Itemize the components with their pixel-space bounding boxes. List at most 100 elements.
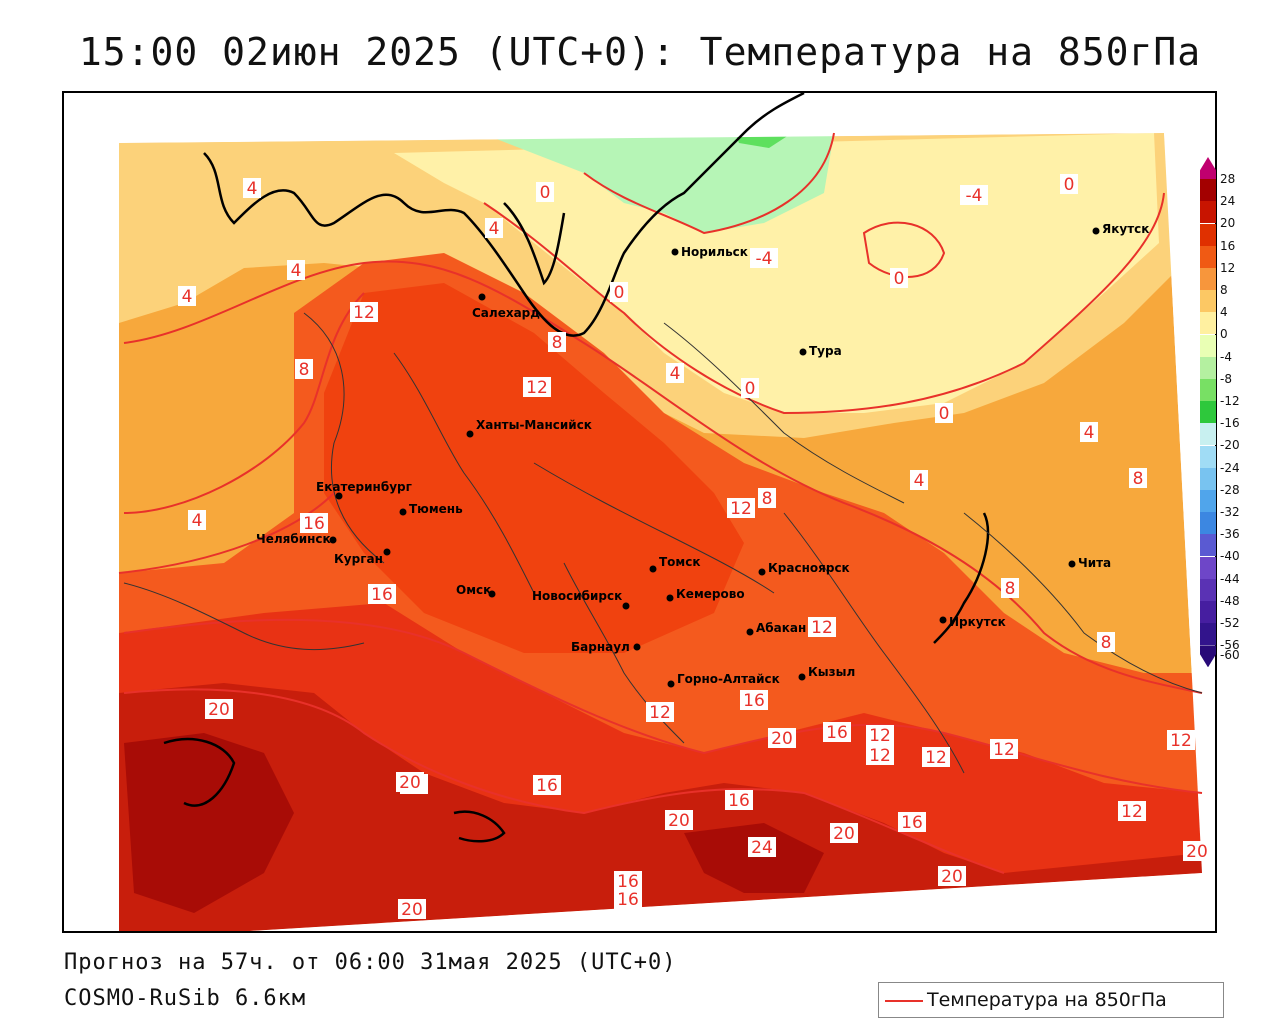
svg-text:8: 8 — [1101, 633, 1112, 653]
isotherm-label: 4 — [666, 363, 684, 384]
city-irkutsk: Иркутск — [939, 615, 1006, 629]
svg-text:8: 8 — [299, 360, 310, 380]
isotherm-label: 8 — [1001, 578, 1019, 599]
isotherm-label: 4 — [287, 260, 305, 281]
scale-label: 20 — [1220, 216, 1236, 231]
scale-swatch — [1200, 556, 1216, 579]
svg-text:8: 8 — [552, 333, 563, 353]
isotherm-label: 16 — [725, 790, 753, 811]
city-kemerovo: Кемерово — [666, 587, 745, 602]
isotherm-label: 0 — [1060, 174, 1078, 195]
scale-label: -40 — [1220, 549, 1240, 564]
isotherm-label: 0 — [890, 268, 908, 289]
city-yekaterinburg: Екатеринбург — [316, 480, 412, 500]
city-kyzyl: Кызыл — [798, 665, 855, 681]
svg-text:16: 16 — [743, 691, 765, 711]
scale-label: -8 — [1220, 371, 1232, 386]
scale-swatch — [1200, 201, 1216, 224]
isotherm-label: 12 — [350, 302, 378, 323]
scale-swatch — [1200, 623, 1216, 646]
svg-text:20: 20 — [833, 824, 855, 844]
city-tyumen: Тюмень — [399, 502, 463, 516]
svg-text:4: 4 — [182, 287, 193, 307]
svg-text:Томск: Томск — [659, 555, 701, 569]
svg-text:20: 20 — [208, 700, 230, 720]
isotherm-label: 0 — [610, 282, 628, 303]
svg-text:12: 12 — [649, 703, 671, 723]
scale-label: 8 — [1220, 283, 1228, 297]
scale-swatch — [1200, 645, 1216, 668]
svg-text:16: 16 — [901, 813, 923, 833]
field-deep-red — [124, 733, 294, 913]
scale-label: -16 — [1220, 416, 1240, 431]
scale-label: 28 — [1220, 172, 1236, 186]
svg-text:12: 12 — [730, 499, 752, 519]
isotherm-label: 8 — [548, 332, 566, 353]
svg-text:4: 4 — [247, 179, 258, 199]
cities: Норильск Якутск Салехард Тура Ханты-Манс… — [256, 222, 1149, 688]
color-scale: 28 24 20 16 12 8 4 0 -4 -8 -12 -16 -20 -24 -28 -32 -36 -4… — [1200, 157, 1260, 692]
scale-swatch — [1200, 268, 1216, 290]
isotherm-label: 20 — [205, 699, 233, 720]
svg-text:Норильск: Норильск — [681, 245, 748, 259]
svg-text:16: 16 — [617, 890, 639, 910]
scale-label: 4 — [1220, 305, 1228, 320]
svg-text:24: 24 — [751, 838, 773, 858]
isotherm-label: 16 — [614, 871, 642, 892]
scale-swatch — [1200, 467, 1216, 490]
isotherm-label: 4 — [243, 178, 261, 199]
scale-label: -48 — [1220, 593, 1240, 608]
svg-text:8: 8 — [1005, 579, 1016, 599]
isotherm-label: 4 — [485, 218, 503, 239]
isotherm-label: 16 — [614, 889, 642, 910]
isotherm-label: 20 — [938, 866, 966, 887]
svg-text:12: 12 — [1121, 802, 1143, 822]
svg-text:0: 0 — [540, 183, 551, 203]
svg-text:12: 12 — [925, 748, 947, 768]
svg-text:0: 0 — [745, 379, 756, 399]
svg-text:20: 20 — [771, 729, 793, 749]
legend-label: Температура на 850гПа — [927, 989, 1167, 1011]
chart-title: 15:00 02июн 2025 (UTC+0): Температура на… — [78, 30, 1202, 74]
isotherm-label: 12 — [1167, 730, 1195, 751]
city-yakutsk: Якутск — [1092, 222, 1149, 236]
scale-label: -28 — [1220, 482, 1240, 497]
svg-text:-4: -4 — [966, 186, 983, 206]
city-chita: Чита — [1068, 556, 1111, 570]
isotherm-label: 4 — [188, 510, 206, 531]
isotherm-label: 20 — [396, 772, 424, 793]
temperature-map: Норильск Якутск Салехард Тура Ханты-Манс… — [64, 93, 1215, 931]
scale-swatch — [1200, 534, 1216, 557]
legend-line-swatch — [885, 1000, 923, 1002]
isotherm-label: 16 — [300, 513, 328, 534]
svg-text:Горно-Алтайск: Горно-Алтайск — [677, 672, 780, 686]
svg-text:0: 0 — [939, 404, 950, 424]
isotherm-label: 12 — [922, 747, 950, 768]
city-salekhard: Салехард — [472, 293, 540, 320]
isotherm-label: 8 — [1097, 632, 1115, 653]
scale-label: -52 — [1220, 616, 1240, 630]
scale-label: 24 — [1220, 194, 1236, 209]
svg-text:16: 16 — [371, 585, 393, 605]
svg-text:Кызыл: Кызыл — [808, 665, 855, 679]
region-borders — [123, 312, 1203, 774]
city-norilsk: Норильск — [671, 245, 748, 259]
mask-left — [64, 143, 119, 931]
scale-label: 16 — [1220, 238, 1236, 253]
svg-text:8: 8 — [762, 489, 773, 509]
scale-swatch — [1200, 423, 1216, 446]
isotherm-label: 24 — [748, 837, 776, 858]
scale-swatch — [1200, 379, 1216, 401]
model-name: COSMO-RuSib 6.6км — [64, 986, 307, 1011]
scale-swatch — [1200, 245, 1216, 268]
svg-text:12: 12 — [353, 303, 375, 323]
legend: Температура на 850гПа — [878, 982, 1224, 1018]
svg-text:12: 12 — [993, 740, 1015, 760]
svg-text:12: 12 — [869, 726, 891, 746]
svg-text:12: 12 — [869, 746, 891, 766]
svg-text:Курган: Курган — [334, 552, 383, 566]
scale-label: -4 — [1220, 349, 1232, 364]
isotherm-label: 0 — [741, 378, 759, 399]
svg-text:20: 20 — [401, 900, 423, 920]
isotherm-label: 16 — [533, 775, 561, 796]
